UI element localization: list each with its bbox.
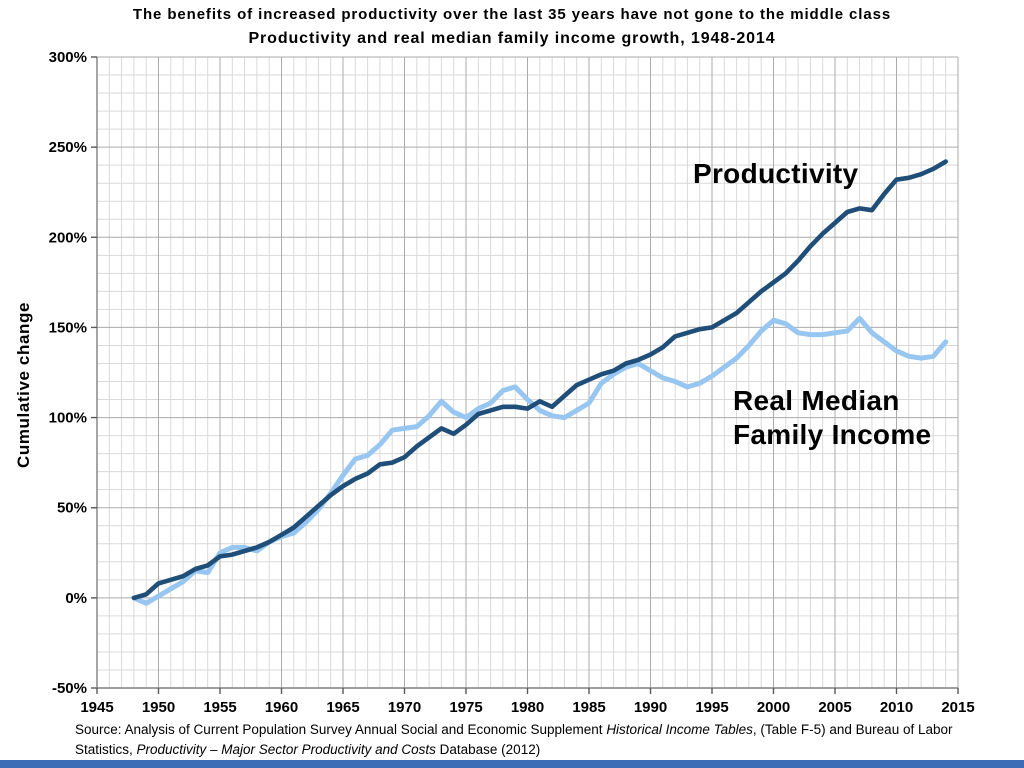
footer-bar xyxy=(0,760,1024,768)
source-text-3: Database (2012) xyxy=(435,741,541,757)
median-income-series-label: Real Median Family Income xyxy=(733,385,932,450)
productivity-line xyxy=(131,159,949,601)
x-tick-label: 1945 xyxy=(80,699,113,716)
x-tick-label: 2005 xyxy=(818,699,851,716)
y-tick-label: 300% xyxy=(49,49,87,66)
source-italic-2: Productivity – Major Sector Productivity… xyxy=(136,741,436,757)
y-tick-label: 150% xyxy=(49,319,87,336)
x-tick-label: 1975 xyxy=(449,699,482,716)
x-tick-label: 1955 xyxy=(203,699,236,716)
x-tick-label: 1980 xyxy=(511,699,544,716)
x-tick-label: 2015 xyxy=(941,699,974,716)
x-tick-label: 1995 xyxy=(695,699,728,716)
source-italic-1: Historical Income Tables xyxy=(606,722,753,737)
y-tick-label: 0% xyxy=(65,590,87,607)
y-tick-label: -50% xyxy=(52,680,87,697)
y-tick-label: 50% xyxy=(57,500,87,517)
chart-title: The benefits of increased productivity o… xyxy=(132,6,892,23)
y-tick-label: 200% xyxy=(49,229,87,246)
y-axis-title: Cumulative change xyxy=(14,301,33,469)
x-tick-label: 1990 xyxy=(634,699,667,716)
x-tick-label: 1970 xyxy=(388,699,421,716)
productivity-series-label: Productivity xyxy=(693,158,859,189)
x-tick-label: 1960 xyxy=(265,699,298,716)
source-text-1: Source: Analysis of Current Population S… xyxy=(75,722,607,737)
source-note: Source: Analysis of Current Population S… xyxy=(75,720,987,759)
chart-subtitle: Productivity and real median family inco… xyxy=(248,30,776,47)
x-tick-label: 2010 xyxy=(880,699,913,716)
x-tick-label: 2000 xyxy=(757,699,790,716)
source-text-2: , (Table F-5) and Bureau of Labor Statis… xyxy=(75,722,953,757)
y-tick-label: 100% xyxy=(49,410,87,427)
y-tick-label: 250% xyxy=(49,139,87,156)
x-tick-label: 1950 xyxy=(142,699,175,716)
x-tick-label: 1985 xyxy=(572,699,605,716)
x-tick-label: 1965 xyxy=(326,699,359,716)
